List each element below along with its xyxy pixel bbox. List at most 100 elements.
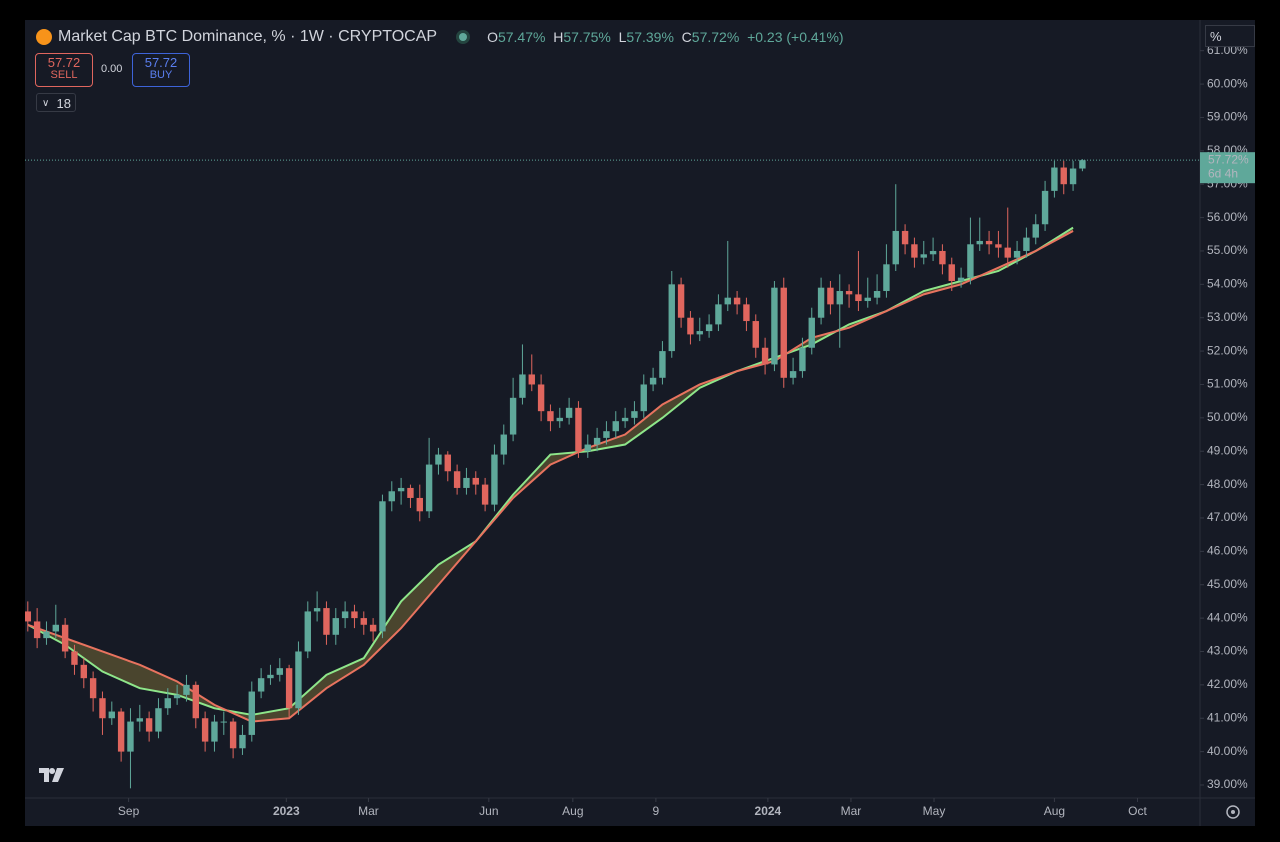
- y-tick-label: 50.00%: [1207, 410, 1248, 424]
- candle-body: [593, 437, 601, 445]
- candle-body: [649, 377, 657, 385]
- candle-body: [752, 321, 759, 348]
- candle-body: [659, 351, 666, 378]
- candle-body: [668, 284, 675, 352]
- candle-body: [285, 668, 293, 709]
- candle-body: [80, 664, 87, 679]
- candle-body: [733, 297, 741, 305]
- ohlc-h-key: H: [553, 29, 564, 45]
- candle-body: [183, 684, 190, 695]
- candle-body: [892, 230, 899, 265]
- candle-body: [584, 444, 591, 452]
- last-price-badge: [1200, 152, 1255, 184]
- candle-body: [715, 304, 722, 325]
- candle-body: [435, 454, 442, 465]
- chevron: ∨: [42, 98, 50, 109]
- candle-body: [136, 718, 143, 722]
- candle-body: [313, 608, 321, 612]
- y-tick-label: 52.00%: [1207, 343, 1248, 357]
- symbol-icon: [36, 29, 52, 45]
- ohlc-c: 57.72%: [691, 29, 740, 45]
- candle-body: [556, 417, 563, 422]
- candle-body: [1051, 167, 1058, 191]
- candle-body: [267, 674, 274, 679]
- y-tick-label: 53.00%: [1207, 310, 1248, 324]
- candle-body: [248, 691, 255, 735]
- candle-body: [155, 708, 162, 732]
- candle-body: [565, 407, 573, 418]
- indicator-toggle[interactable]: ∨ 18: [36, 93, 76, 112]
- candle-body: [677, 284, 685, 318]
- candle-body: [397, 487, 405, 492]
- y-tick-label: 39.00%: [1207, 777, 1248, 791]
- unit-box[interactable]: %: [1205, 25, 1255, 47]
- y-tick-label: 56.00%: [1207, 210, 1248, 224]
- candle-body: [1041, 190, 1049, 225]
- candle-body: [341, 611, 349, 619]
- candle-body: [687, 317, 694, 335]
- candle-body: [1032, 224, 1039, 238]
- x-tick-label: 2023: [273, 804, 300, 818]
- indicator-count: 18: [56, 96, 71, 111]
- candle-body: [453, 471, 461, 488]
- ohlc-h: 57.75%: [563, 29, 611, 45]
- x-tick-label: Aug: [562, 804, 583, 818]
- x-tick-label: Sep: [118, 804, 140, 818]
- y-tick-label: 54.00%: [1207, 277, 1248, 291]
- candle-body: [1069, 168, 1077, 185]
- candle-body: [145, 718, 153, 732]
- candle-body: [220, 721, 227, 723]
- candle-body: [519, 374, 526, 398]
- candle-body: [444, 454, 451, 472]
- y-tick-label: 46.00%: [1207, 544, 1248, 558]
- y-tick-label: 51.00%: [1207, 377, 1248, 391]
- candle-body: [845, 291, 853, 295]
- sell-label: SELL: [50, 69, 78, 81]
- candle-body: [631, 411, 638, 418]
- candle-body: [388, 491, 395, 502]
- candle-body: [883, 264, 890, 292]
- candle-body: [929, 250, 937, 255]
- candle-body: [108, 711, 115, 719]
- sell-button[interactable]: 57.72 SELL: [35, 53, 93, 87]
- settings-icon: [1226, 805, 1240, 819]
- candle-body: [603, 431, 610, 438]
- ohlc-l: 57.39%: [626, 29, 674, 45]
- candle-body: [360, 618, 367, 625]
- candle-body: [257, 678, 265, 692]
- x-tick-label: May: [923, 804, 946, 818]
- candle-body: [836, 291, 843, 305]
- candle-body: [780, 287, 787, 378]
- candle-body: [369, 624, 377, 632]
- candle-body: [25, 611, 31, 622]
- candle-body: [416, 497, 423, 512]
- y-tick-label: 41.00%: [1207, 710, 1248, 724]
- candle-body: [1004, 247, 1011, 258]
- candle-body: [911, 244, 918, 258]
- candle-body: [472, 477, 479, 485]
- buy-button[interactable]: 57.72 BUY: [132, 53, 190, 87]
- candle-body: [407, 487, 414, 498]
- candle-body: [323, 608, 330, 635]
- candle-body: [481, 484, 489, 505]
- ohlc-o: 57.47%: [497, 29, 546, 45]
- candle-body: [761, 347, 769, 365]
- candle-body: [799, 347, 806, 372]
- candle-body: [621, 417, 629, 422]
- ohlc-change: +0.23 (+0.41%): [747, 29, 844, 45]
- candle-body: [528, 374, 535, 385]
- candle-body: [985, 240, 993, 245]
- candle-body: [127, 721, 134, 752]
- candle-body: [948, 264, 955, 282]
- sell-price: 57.72: [47, 55, 81, 70]
- candle-body: [304, 611, 311, 652]
- moving-average: [27, 230, 1074, 723]
- candle-body: [201, 718, 209, 742]
- buy-label: BUY: [149, 69, 173, 81]
- candle-body: [211, 721, 218, 742]
- ohlc-l-key: L: [618, 29, 627, 45]
- candle-body: [995, 244, 1002, 248]
- candle-body: [164, 698, 171, 709]
- candle-body: [99, 698, 106, 719]
